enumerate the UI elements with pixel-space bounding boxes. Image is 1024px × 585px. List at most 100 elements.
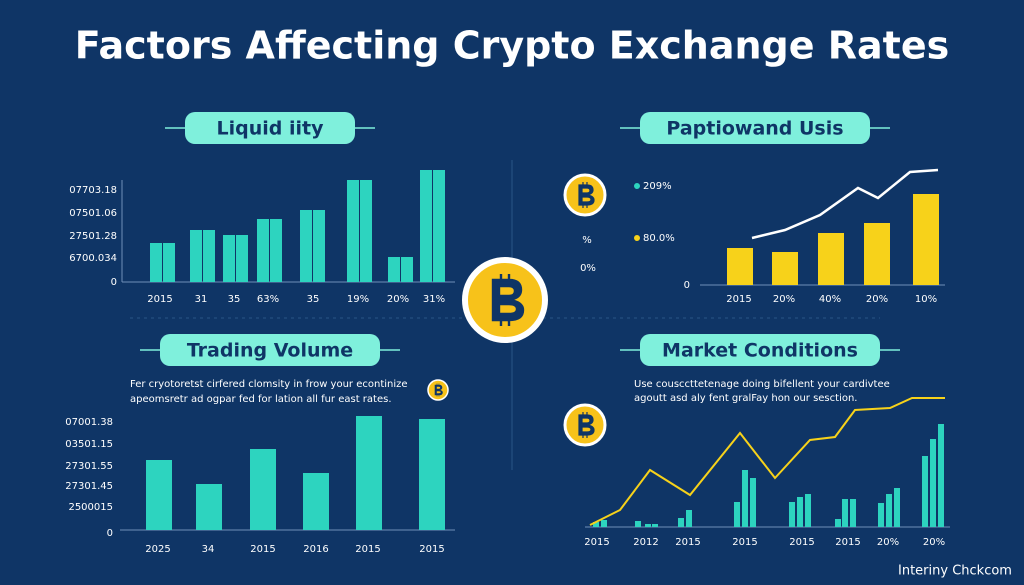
bar-shape <box>388 257 400 282</box>
x-label: 2016 <box>303 544 328 555</box>
y-label: 07001.38 <box>65 417 113 428</box>
title: Factors Affecting Crypto Exchange Rates <box>75 24 949 68</box>
pill <box>640 334 880 366</box>
footer: Interiny Chckcom <box>898 564 1012 579</box>
note: Fer cryotoretst cirfered clomsity in fro… <box>130 379 408 390</box>
note: Use cousccttetenage doing bifellent your… <box>634 379 890 390</box>
bar-shape <box>257 219 269 282</box>
x-label: 2015 <box>732 537 757 548</box>
x-label: 31% <box>423 294 445 305</box>
legend-label: 209% <box>643 181 672 192</box>
bar-shape <box>635 521 641 527</box>
trend-line <box>751 168 939 240</box>
x-label: 35 <box>228 294 241 305</box>
y-label: 2500015 <box>68 502 113 513</box>
bar-shape <box>878 503 884 527</box>
x-label: 2025 <box>145 544 170 555</box>
bar-shape <box>420 170 432 282</box>
bar-shape <box>356 416 382 530</box>
bar-shape <box>270 219 282 282</box>
x-label: 20% <box>773 294 795 305</box>
y-label: 27301.45 <box>65 481 113 492</box>
bar-shape <box>922 456 928 527</box>
y-label: 6700.034 <box>69 253 117 264</box>
bar-shape <box>742 470 748 527</box>
panel-heading: Trading Volume <box>187 340 353 362</box>
bar-shape <box>250 449 276 530</box>
bar-shape <box>401 257 413 282</box>
bar-shape <box>196 484 222 530</box>
bar-shape <box>652 524 658 527</box>
pill <box>640 112 870 144</box>
bar-shape <box>686 510 692 527</box>
bar-shape <box>645 524 651 527</box>
x-label: 2015 <box>584 537 609 548</box>
y-label: 27501.28 <box>69 231 117 242</box>
y-label: 0 <box>111 277 117 288</box>
y-label: 27301.55 <box>65 461 113 472</box>
bar-shape <box>236 235 248 282</box>
bar-shape <box>772 252 798 285</box>
bar-shape <box>146 460 172 530</box>
bar-shape <box>203 230 215 282</box>
pill <box>185 112 355 144</box>
pill <box>160 334 380 366</box>
note: apeomsretr ad ogpar fed for lation all f… <box>130 394 392 405</box>
bar-shape <box>938 424 944 527</box>
bar-shape <box>190 230 202 282</box>
bar-shape <box>750 478 756 527</box>
x-label: 2012 <box>633 537 658 548</box>
bar-shape <box>593 522 599 527</box>
panel-heading: Paptiowand Usis <box>666 118 843 140</box>
x-label: 63% <box>257 294 279 305</box>
y-label: 03501.15 <box>65 439 113 450</box>
x-label: 40% <box>819 294 841 305</box>
bar-shape <box>789 502 795 527</box>
bar-shape <box>347 180 359 282</box>
bar-shape <box>818 233 844 285</box>
x-label: 35 <box>307 294 320 305</box>
bar-shape <box>313 210 325 282</box>
x-label: 10% <box>915 294 937 305</box>
bar-shape <box>163 243 175 282</box>
bar-shape <box>150 243 162 282</box>
legend-label: 80.0% <box>643 233 675 244</box>
bar-shape <box>835 519 841 527</box>
x-label: 2015 <box>726 294 751 305</box>
bitcoin-icon <box>563 403 607 447</box>
x-label: 2015 <box>675 537 700 548</box>
bar-shape <box>223 235 235 282</box>
bar-shape <box>734 502 740 527</box>
y-label: 07703.18 <box>69 185 117 196</box>
bar-shape <box>850 499 856 527</box>
trend-line <box>589 397 945 526</box>
panel-heading: Market Conditions <box>662 340 858 362</box>
bar-shape <box>864 223 890 285</box>
x-label: 31 <box>195 294 208 305</box>
bar-shape <box>727 248 753 285</box>
side-label: % <box>582 235 592 246</box>
bar-shape <box>419 419 445 530</box>
x-label: 34 <box>202 544 215 555</box>
bar-shape <box>601 520 607 527</box>
x-label: 20% <box>877 537 899 548</box>
bar-shape <box>797 497 803 527</box>
bar-shape <box>930 439 936 527</box>
x-label: 2015 <box>250 544 275 555</box>
x-label: 20% <box>923 537 945 548</box>
x-label: 20% <box>866 294 888 305</box>
bar-shape <box>300 210 312 282</box>
bar-shape <box>805 494 811 527</box>
bar-shape <box>913 194 939 285</box>
content: Liquid iity Paptiowand Usis Trading Volume… <box>65 112 950 555</box>
x-label: 2015 <box>147 294 172 305</box>
x-label: 2015 <box>835 537 860 548</box>
bar-shape <box>894 488 900 527</box>
bar-shape <box>433 170 445 282</box>
x-label: 2015 <box>419 544 444 555</box>
note: agoutt asd aly fent gralFay hon our sesc… <box>634 393 857 404</box>
x-label: 2015 <box>355 544 380 555</box>
y-label: 0 <box>107 528 113 539</box>
y-label: 0 <box>684 280 690 291</box>
